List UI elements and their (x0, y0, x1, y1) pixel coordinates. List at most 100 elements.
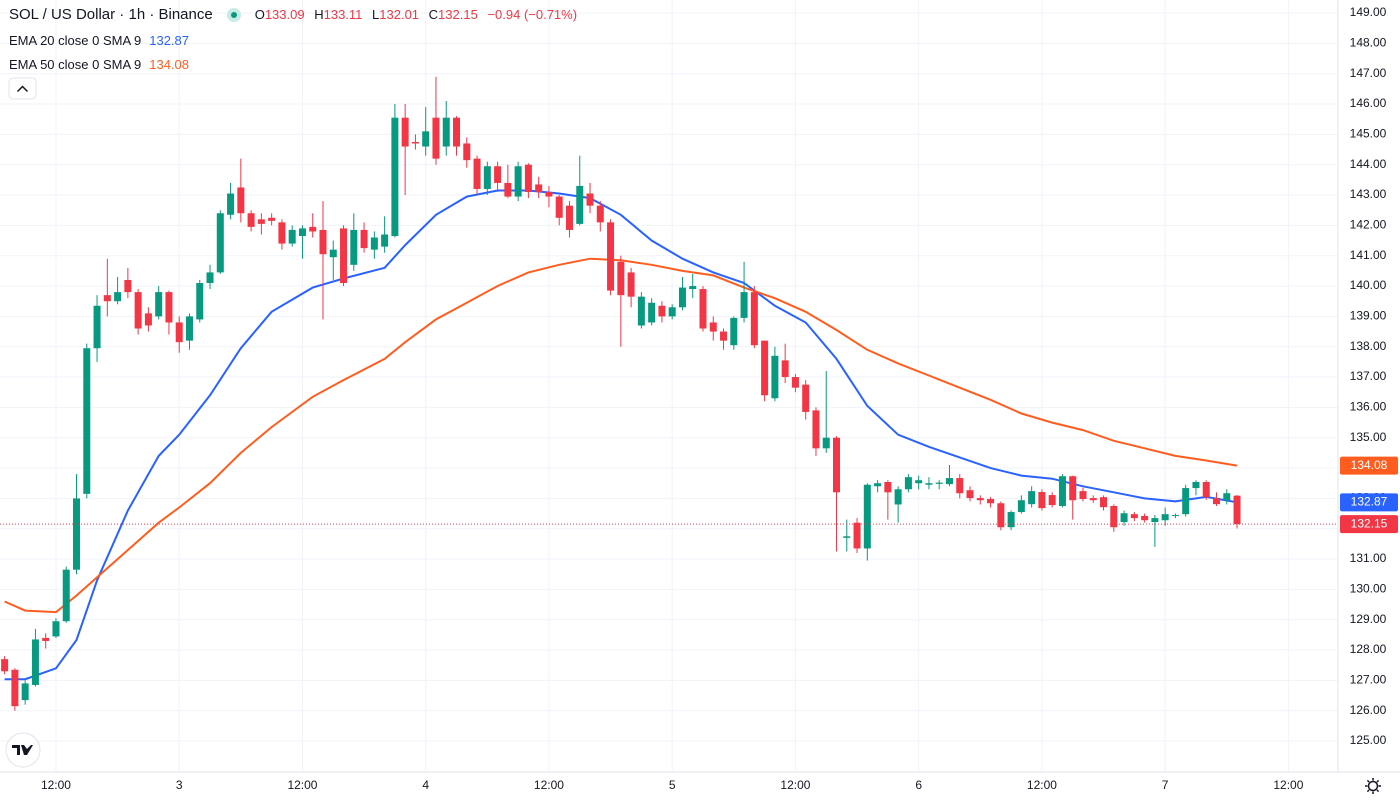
symbol-header: SOL / US Dollar · 1h · Binance O133.09 H… (9, 6, 577, 23)
candle-body (216, 213, 224, 273)
x-tick-label: 12:00 (780, 778, 810, 792)
candle-body (103, 295, 111, 302)
y-tick-label: 146.00 (1350, 96, 1387, 110)
candle-body (956, 478, 964, 494)
candle-body (945, 478, 953, 485)
candle-body (1028, 491, 1036, 505)
open-value: 133.09 (264, 7, 305, 22)
candle-body (1038, 492, 1046, 509)
candle-body (288, 229, 296, 244)
candle-body (1233, 495, 1241, 525)
candle-body (781, 360, 789, 378)
y-tick-label: 148.00 (1350, 36, 1387, 50)
candle-body (237, 187, 245, 214)
candle-body (596, 205, 604, 223)
candle-body (874, 483, 882, 487)
y-tick-label: 142.00 (1350, 218, 1387, 232)
ohlc-key: L (372, 7, 380, 22)
candle-body (463, 143, 471, 161)
collapse-button[interactable] (8, 77, 37, 100)
candle-body (1141, 515, 1149, 521)
candle-body (442, 117, 450, 147)
candle-body (11, 669, 19, 707)
y-tick-label: 137.00 (1350, 369, 1387, 383)
high-value: 133.11 (323, 7, 363, 22)
candle-body (93, 305, 101, 349)
candle-body (165, 292, 173, 323)
candle-body (1069, 476, 1077, 501)
candle-body (750, 292, 758, 346)
candle-body (1058, 476, 1066, 506)
candle-body (83, 348, 91, 494)
candle-body (843, 536, 851, 538)
candle-body (175, 322, 183, 343)
candle-body (329, 249, 337, 258)
candle-body (278, 222, 286, 244)
candle-body (483, 166, 491, 189)
candle-body (976, 498, 984, 501)
candle-body (812, 410, 820, 449)
ohlc-key: H (314, 7, 324, 22)
candle-body (453, 117, 461, 147)
candle-body (504, 182, 512, 197)
indicator-value: 132.87 (149, 33, 189, 48)
candle-body (586, 193, 594, 206)
candle-body (1, 659, 9, 672)
candle-body (227, 193, 235, 215)
candle-body (381, 234, 389, 247)
y-tick-label: 130.00 (1350, 582, 1387, 596)
candle-body (771, 355, 779, 399)
candle-body (761, 340, 769, 396)
candle-body (1100, 497, 1108, 508)
candle-body (555, 196, 563, 218)
y-tick-label: 145.00 (1350, 127, 1387, 141)
x-tick-label: 12:00 (41, 778, 71, 792)
candle-body (894, 489, 902, 505)
candle-body (360, 229, 368, 249)
close-value: 132.15 (438, 7, 478, 22)
indicator-value: 134.08 (149, 57, 189, 72)
market-status[interactable] (226, 7, 241, 22)
settings-gear[interactable] (1365, 778, 1381, 794)
x-tick-label: 4 (422, 778, 429, 792)
logo[interactable] (5, 732, 41, 768)
candle-body (185, 316, 193, 341)
indicator-legend[interactable]: EMA 20 close 0 SMA 9 132.87 (9, 33, 189, 48)
candle-body (257, 219, 265, 224)
candle-body (648, 302, 656, 323)
candle-body (1171, 515, 1179, 517)
candle-body (350, 229, 358, 265)
candle-body (1110, 505, 1118, 528)
indicator-price-tag-bg (1340, 493, 1398, 512)
candle-body (1079, 491, 1087, 499)
candle-body (196, 283, 204, 320)
candle-body (298, 228, 306, 236)
candle-body (42, 637, 50, 641)
candle-body (494, 166, 502, 183)
candle-body (699, 289, 707, 329)
candle-body (576, 185, 584, 224)
candle-body (1223, 493, 1231, 501)
candle-body (1120, 513, 1128, 523)
candle-body (1017, 500, 1025, 513)
candle-body (720, 331, 728, 341)
candle-body (1182, 488, 1190, 515)
candle-body (473, 158, 481, 189)
candle-body (370, 237, 378, 250)
symbol-title[interactable]: SOL / US Dollar · 1h · Binance (9, 6, 213, 23)
indicator-legend[interactable]: EMA 50 close 0 SMA 9 134.08 (9, 57, 189, 72)
candle-body (52, 621, 60, 637)
ohlc-key: O (254, 7, 265, 22)
y-tick-label: 140.00 (1350, 278, 1387, 292)
y-tick-label: 135.00 (1350, 430, 1387, 444)
candle-body (155, 292, 163, 317)
candle-body (432, 117, 440, 159)
candle-body (411, 141, 419, 144)
candle-body (904, 477, 912, 490)
candle-body (668, 307, 676, 317)
candle-body (21, 683, 29, 701)
ema-line (4, 189, 1238, 681)
y-tick-label: 128.00 (1350, 642, 1387, 656)
candle-body (617, 261, 625, 296)
